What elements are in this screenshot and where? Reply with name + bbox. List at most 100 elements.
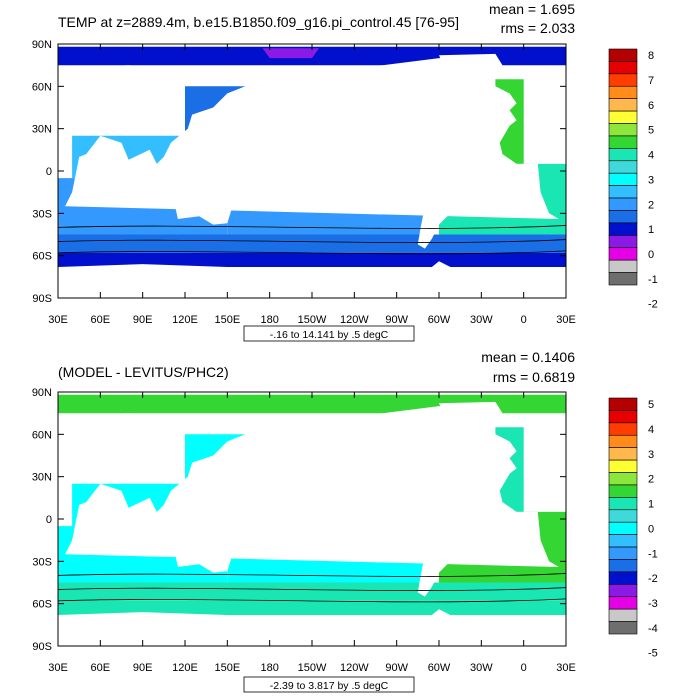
x-tick-label: 60W [428,662,451,674]
colorbar-swatch [608,48,638,62]
colorbar-label: 0 [648,249,654,261]
x-tick-label: 30E [556,662,576,674]
colorbar-label: -1 [648,548,658,560]
y-tick-label: 30N [32,472,52,484]
colorbar-label: 2 [648,474,654,486]
y-tick-label: 60S [32,251,52,263]
contour [57,598,567,603]
x-tick-label: 30W [470,662,493,674]
x-tick-label: 120W [340,314,369,326]
colorbar-label: 1 [648,224,654,236]
colorbar-label: -3 [648,598,658,610]
colorbar-swatch [608,135,638,149]
colorbar-swatch [608,85,638,99]
ocean-region-southern_band [58,582,566,601]
colorbar: 8 7 6 5 4 3 2 1 0 -1 -2 [608,48,658,311]
colorbar-swatch [608,559,638,573]
ocean-region-arctic_basin [262,48,320,59]
colorbar-swatch [608,272,638,286]
colorbar-swatch [608,185,638,199]
land-australia [175,535,232,573]
colorbar-label: -5 [648,648,658,660]
colorbar-swatch [608,397,638,411]
colorbar-label: 4 [648,424,654,436]
colorbar-swatch [608,608,638,622]
contour [57,587,567,591]
x-tick-label: 150E [214,314,240,326]
colorbar-label: -1 [648,274,658,286]
colorbar-swatch [608,584,638,598]
colorbar-swatch [608,509,638,523]
colorbar-swatch [608,621,638,635]
contour [57,239,567,243]
x-tick-label: 120W [340,662,369,674]
mean-label: mean = 1.695 [489,1,575,17]
colorbar-label: 5 [648,399,654,411]
land-antarctica [58,609,566,646]
y-tick-label: 90S [32,293,52,305]
range-note-box [243,325,415,342]
colorbar-swatch [608,172,638,186]
colorbar-label: 5 [648,125,654,137]
land-northAmerica [283,406,482,512]
colorbar-swatch [608,459,638,473]
colorbar-swatch [608,73,638,87]
land-southAmerica [409,506,475,597]
y-tick-label: 60S [32,599,52,611]
range-note-text: -.16 to 14.141 by .5 degC [270,329,389,341]
range-note: -.16 to 14.141 by .5 degC [243,325,415,342]
colorbar-label: 3 [648,174,654,186]
panel-2: (MODEL - LEVITUS/PHC2) mean = 0.1406 rms =… [32,349,658,693]
colorbar-swatch [608,571,638,585]
colorbar-swatch [608,98,638,112]
colorbar-label: -2 [648,299,658,311]
colorbar-label: 2 [648,199,654,211]
range-note: -2.39 to 3.817 by .5 degC [243,676,415,693]
land-greenland [439,401,503,435]
colorbar-label: 4 [648,150,654,162]
x-tick-label: 120E [172,314,198,326]
colorbar-swatch [608,222,638,236]
colorbar-swatch [608,447,638,461]
colorbar-label: 7 [648,75,654,87]
colorbar: 5 4 3 2 1 0 -1 -2 -3 -4 -5 [608,397,658,660]
land-australia [175,187,232,225]
land-antarctica [58,261,566,298]
ocean-region-southern_band [58,234,566,253]
panel-title: (MODEL - LEVITUS/PHC2) [58,364,229,380]
panel-title: TEMP at z=2889.4m, b.e15.B1850.f09_g16.p… [58,14,459,30]
colorbar-label: 1 [648,499,654,511]
colorbar-swatch [608,534,638,548]
x-tick-label: 60E [91,314,111,326]
rms-label: rms = 2.033 [501,20,576,36]
y-tick-label: 90S [32,641,52,653]
colorbar-label: 6 [648,100,654,112]
x-tick-label: 150E [214,662,240,674]
land-northAmerica [283,58,482,164]
x-tick-label: 90W [385,314,408,326]
colorbar-swatch [608,596,638,610]
contour [57,573,567,577]
colorbar-swatch [608,434,638,448]
y-tick-label: 90N [32,39,52,51]
panel-1: TEMP at z=2889.4m, b.e15.B1850.f09_g16.p… [32,1,658,342]
x-tick-label: 30E [556,314,576,326]
contour-lines [57,573,567,603]
x-tick-label: 60E [91,662,111,674]
x-tick-label: 150W [298,314,327,326]
colorbar-swatch [608,410,638,424]
colorbar-swatch [608,497,638,511]
colorbar-swatch [608,247,638,261]
colorbar-swatch [608,123,638,137]
rms-label: rms = 0.6819 [493,369,575,385]
y-tick-label: 60N [32,81,52,93]
land-mask [58,401,566,646]
colorbar-swatch [608,484,638,498]
colorbar-swatch [608,197,638,211]
contour [57,225,567,229]
y-tick-label: 0 [46,166,52,178]
ocean-region-arctic_basin [262,396,320,407]
y-tick-label: 90N [32,387,52,399]
contour-lines [57,225,567,255]
